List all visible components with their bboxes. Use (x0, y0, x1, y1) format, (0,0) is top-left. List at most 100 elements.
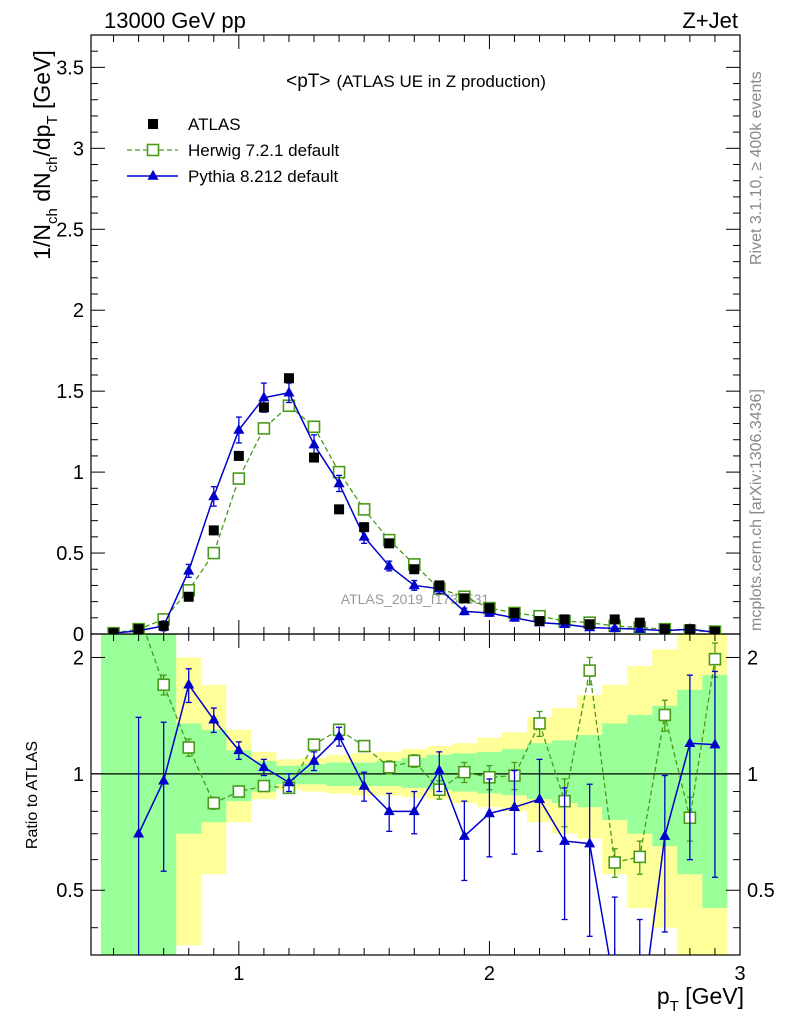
pythia-ratio-point (208, 713, 220, 724)
pythia-ratio-point (308, 754, 320, 765)
herwig-ratio-point (633, 850, 647, 864)
pythia-point (609, 622, 621, 633)
atlas-point (609, 614, 620, 625)
pythia-ratio-point (559, 834, 571, 845)
band-green-bin (602, 723, 628, 820)
herwig-ratio-point (708, 652, 722, 666)
band-green-bin (101, 634, 127, 955)
pythia-ratio-point (233, 744, 245, 755)
atlas-point (484, 603, 495, 614)
plot-title: <pT> (ATLAS UE in Z production) (286, 71, 546, 92)
header-left: 13000 GeV pp (104, 8, 246, 33)
legend-herwig-marker (146, 143, 160, 157)
pythia-ratio-point (433, 764, 445, 775)
atlas-point (684, 624, 695, 634)
herwig-ratio-point (407, 754, 421, 768)
pythia-ratio-point (534, 793, 546, 803)
atlas-point (559, 614, 570, 625)
pythia-ratio-point (458, 830, 470, 840)
pythia-ratio-point (659, 830, 671, 840)
atlas-point (709, 626, 720, 634)
herwig-ratio-point (583, 664, 596, 677)
pythia-ratio-point (508, 801, 520, 811)
herwig-ratio-point (382, 760, 396, 774)
pythia-point (308, 438, 320, 449)
pythia-point (283, 386, 295, 397)
legend-label: Herwig 7.2.1 default (188, 141, 339, 160)
y-tick-label-bottom-right: 2 (747, 647, 758, 669)
herwig-point (207, 546, 221, 560)
pythia-ratio-point (358, 779, 370, 790)
x-tick-label: 3 (734, 963, 745, 985)
herwig-point (257, 422, 271, 435)
atlas-point (108, 628, 119, 634)
pythia-ratio-point (408, 805, 420, 816)
pythia-ratio-point (609, 981, 620, 991)
y-tick-label-bottom: 2 (73, 647, 84, 669)
top-panel-series (107, 373, 722, 634)
pythia-ratio-point (183, 678, 195, 689)
x-tick-label: 1 (233, 963, 244, 985)
atlas-point (309, 452, 320, 463)
y-tick-label-top: 3.5 (56, 57, 84, 79)
mcplots-info: mcplots.cern.ch [arXiv:1306.3436] (748, 389, 765, 631)
atlas-point (133, 624, 144, 634)
legend-atlas-marker (148, 119, 158, 129)
pythia-point (333, 477, 345, 488)
atlas-point (258, 402, 269, 413)
atlas-point (233, 450, 244, 461)
y-tick-label-bottom: 1 (73, 764, 84, 786)
legend-pythia-marker (147, 169, 159, 180)
axis-tick-labels: 1 2 3 0 0.5 1 1.5 2 2.5 3 3.5 0.5 0.5 1 1 2 2 (56, 57, 775, 985)
x-tick-label: 2 (484, 963, 495, 985)
atlas-point (283, 373, 294, 384)
atlas-point (359, 522, 370, 533)
pythia-ratio-point (283, 776, 295, 787)
bottom-panel-frame (90, 633, 741, 956)
herwig-ratio-point (182, 741, 196, 754)
atlas-point (509, 607, 520, 618)
plot-title-main: <pT> (286, 71, 330, 92)
pythia-point (458, 605, 470, 616)
pythia-point (634, 623, 646, 633)
y-tick-label-top: 2 (73, 300, 84, 322)
herwig-ratio-point (257, 779, 271, 793)
pythia-ratio-point (483, 807, 495, 818)
x-axis-label: pT [GeV] (657, 983, 744, 1015)
atlas-point (434, 580, 445, 591)
y-tick-label-bottom-right: 0.5 (747, 880, 775, 902)
pythia-ratio-point (383, 805, 395, 816)
y-tick-label-top: 1.5 (56, 381, 84, 403)
herwig-point (307, 420, 321, 434)
atlas-point (334, 504, 345, 515)
pythia-point (183, 564, 195, 575)
herwig-ratio-point (533, 717, 546, 730)
y-axis-label-top: 1/Nch dNch/dpT [GeV] (29, 50, 61, 260)
atlas-point (183, 591, 194, 602)
pythia-ratio-line (137, 683, 715, 955)
legend-label: ATLAS (188, 115, 241, 134)
herwig-ratio-point (157, 678, 170, 692)
herwig-ratio-point (608, 856, 622, 869)
herwig-ratio-point (357, 739, 371, 753)
y-axis-label-bottom: Ratio to ATLAS (24, 741, 41, 849)
y-tick-label-top: 1 (73, 462, 84, 484)
legend: ATLAS Herwig 7.2.1 default Pythia 8.212 de… (127, 115, 339, 186)
y-tick-label-bottom: 0.5 (56, 880, 84, 902)
atlas-point (459, 593, 470, 604)
axis-ticks (91, 34, 741, 955)
y-tick-label-top: 2.5 (56, 219, 84, 241)
pythia-point (408, 579, 420, 590)
atlas-point (158, 620, 169, 631)
legend-label: Pythia 8.212 default (188, 167, 339, 186)
header-right: Z+Jet (682, 8, 738, 33)
pythia-point (233, 423, 245, 434)
pythia-ratio-point (333, 730, 345, 741)
y-tick-label-top: 3 (73, 138, 84, 160)
atlas-point (634, 617, 645, 628)
herwig-point (232, 472, 246, 485)
atlas-point (534, 616, 545, 627)
herwig-ratio-point (458, 765, 471, 779)
atlas-point (384, 538, 395, 549)
